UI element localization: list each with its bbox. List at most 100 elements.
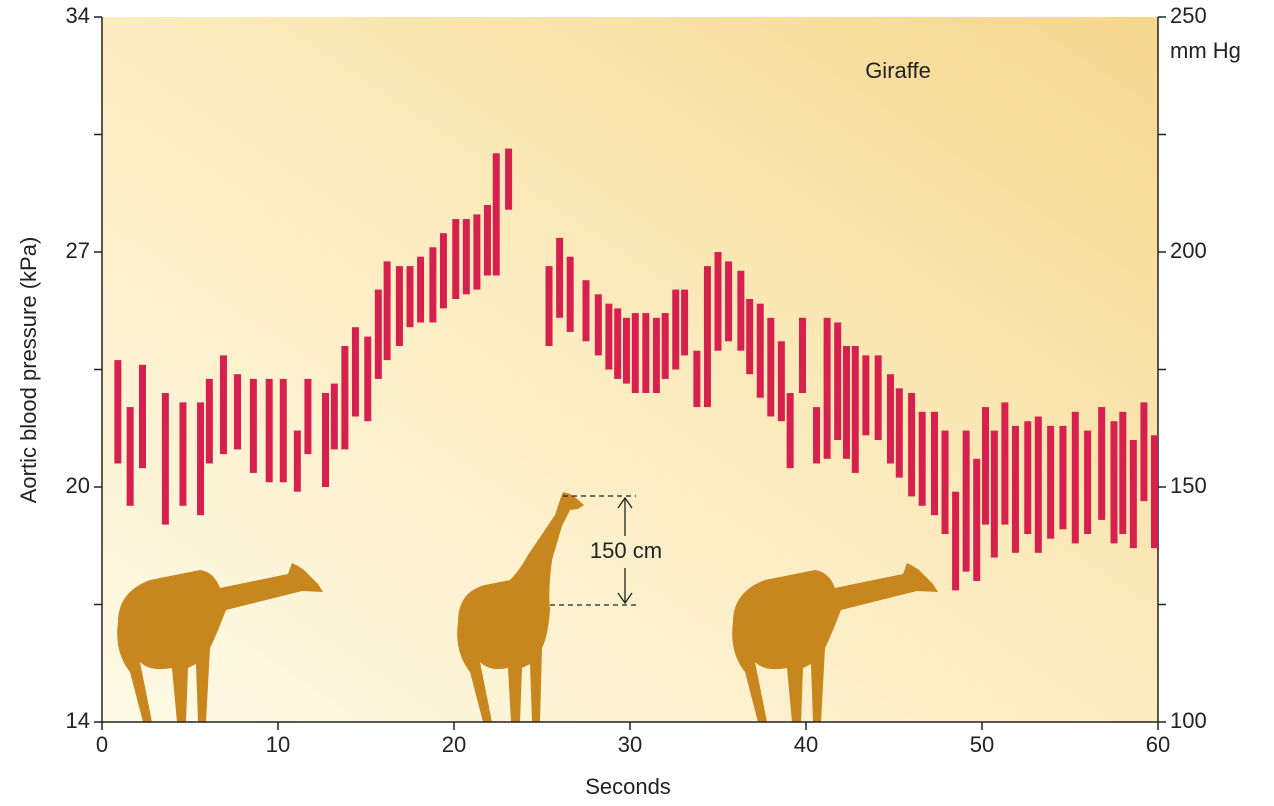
pressure-bar	[330, 383, 338, 450]
y2-tick-label: 150	[1170, 473, 1207, 498]
pressure-bar	[582, 280, 590, 342]
pressure-bar	[746, 299, 754, 375]
pressure-bar	[703, 266, 711, 408]
pressure-bar	[429, 247, 437, 323]
pressure-bar	[462, 219, 470, 295]
pressure-bar	[1084, 430, 1092, 534]
pressure-bar	[234, 374, 242, 450]
pressure-bar	[737, 270, 745, 351]
pressure-bar	[1011, 425, 1019, 553]
pressure-bar	[406, 266, 414, 328]
pressure-bar	[249, 378, 257, 473]
pressure-bar	[383, 261, 391, 361]
pressure-bar	[1001, 402, 1009, 525]
pressure-bar	[138, 364, 146, 469]
pressure-bar	[767, 317, 775, 417]
pressure-bar	[279, 378, 287, 483]
pressure-bar	[777, 341, 785, 422]
pressure-bar	[614, 308, 622, 379]
pressure-bar	[908, 393, 916, 497]
pressure-bar	[1129, 440, 1137, 549]
pressure-bar	[851, 346, 859, 473]
pressure-bar	[952, 491, 960, 591]
plot-background	[102, 17, 1158, 722]
species-label: Giraffe	[865, 58, 931, 83]
pressure-bar	[962, 430, 970, 572]
pressure-bar	[941, 430, 949, 534]
pressure-bar	[265, 378, 273, 483]
pressure-bar	[594, 294, 602, 356]
pressure-bar	[219, 355, 227, 455]
y2-tick-label: 250	[1170, 3, 1207, 28]
pressure-bar	[304, 378, 312, 455]
pressure-bar	[417, 256, 425, 323]
pressure-bar	[1047, 425, 1055, 539]
x-tick-label: 30	[618, 732, 642, 757]
pressure-bar	[982, 407, 990, 525]
x-tick-label: 50	[970, 732, 994, 757]
pressure-bar	[545, 266, 553, 346]
pressure-bar	[605, 303, 613, 370]
pressure-bar	[874, 355, 882, 440]
pressure-bar	[1071, 411, 1079, 544]
x-tick-label: 40	[794, 732, 818, 757]
y-tick-label: 27	[66, 238, 90, 263]
pressure-bar	[918, 411, 926, 506]
pressure-bar	[642, 313, 650, 393]
y2-tick-label: 200	[1170, 238, 1207, 263]
pressure-bar	[505, 148, 513, 210]
pressure-bar	[895, 388, 903, 478]
y-axis-label: Aortic blood pressure (kPa)	[16, 237, 41, 504]
pressure-bar	[930, 411, 938, 516]
pressure-bar	[566, 256, 574, 332]
pressure-bar	[374, 289, 382, 379]
pressure-bar	[179, 402, 187, 506]
pressure-bar	[161, 393, 169, 525]
pressure-bar	[622, 317, 630, 384]
pressure-bar	[1140, 402, 1148, 502]
pressure-bar	[725, 261, 733, 342]
pressure-bar	[452, 219, 460, 299]
pressure-bar	[556, 237, 564, 318]
pressure-bar	[322, 393, 330, 487]
x-tick-label: 10	[266, 732, 290, 757]
pressure-bar	[693, 350, 701, 408]
pressure-bar	[1110, 421, 1118, 544]
giraffe-silhouettes	[117, 492, 938, 722]
pressure-bar	[114, 360, 122, 464]
x-axis-label: Seconds	[585, 774, 671, 799]
pressure-bar	[798, 317, 806, 393]
x-tick-label: 20	[442, 732, 466, 757]
pressure-bar	[341, 346, 349, 450]
pressure-bar	[439, 233, 447, 309]
x-tick-label: 0	[96, 732, 108, 757]
y-tick-label: 14	[66, 708, 90, 733]
pressure-bar	[197, 402, 205, 516]
pressure-bar	[351, 327, 359, 417]
pressure-bar	[813, 407, 821, 464]
pressure-bar	[714, 252, 722, 351]
pressure-bar	[681, 289, 689, 356]
pressure-bar	[1098, 407, 1106, 520]
pressure-bar	[886, 374, 894, 464]
y2-axis-label: mm Hg	[1170, 38, 1241, 63]
pressure-bar	[1150, 435, 1158, 549]
pressure-bar	[1119, 411, 1127, 534]
pressure-bar	[672, 289, 680, 370]
height-annotation	[550, 495, 636, 606]
pressure-bar	[973, 458, 981, 581]
pressure-bar	[756, 303, 764, 398]
pressure-bar	[205, 378, 213, 464]
y2-tick-label: 100	[1170, 708, 1207, 733]
pressure-bar	[1059, 425, 1067, 530]
pressure-bar	[652, 317, 660, 393]
y-tick-label: 34	[66, 3, 90, 28]
pressure-bar	[395, 266, 403, 346]
pressure-bar	[631, 313, 639, 393]
pressure-bar	[492, 153, 500, 276]
pressure-bar	[661, 313, 669, 379]
pressure-bar	[823, 317, 831, 459]
pressure-bar	[473, 214, 481, 290]
pressure-bar	[1024, 421, 1032, 534]
